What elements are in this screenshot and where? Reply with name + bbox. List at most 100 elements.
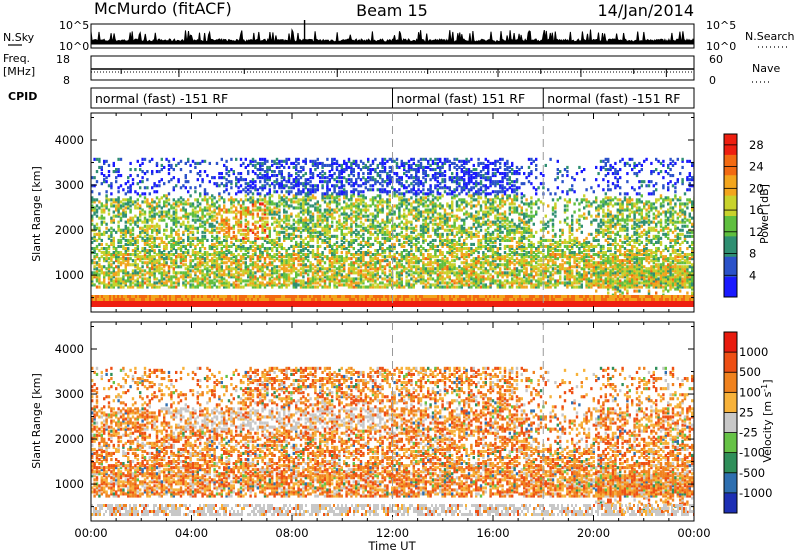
heat-cell [312, 263, 314, 266]
heat-cell [425, 249, 427, 252]
heat-cell [209, 223, 211, 226]
heat-cell [168, 265, 170, 268]
heat-cell [309, 196, 311, 199]
heat-cell [197, 227, 199, 230]
heat-cell [230, 283, 232, 286]
heat-cell [432, 194, 434, 197]
heat-cell [393, 265, 395, 268]
heat-cell [357, 172, 359, 175]
heat-cell [113, 162, 115, 165]
heat-cell [139, 281, 141, 284]
heat-cell [266, 263, 268, 266]
heat-cell [153, 281, 155, 284]
heat-cell [326, 286, 328, 289]
heat-cell [305, 158, 307, 161]
heat-cell [293, 227, 295, 230]
heat-cell [194, 219, 196, 222]
heat-cell [355, 251, 357, 254]
heat-cell [281, 180, 283, 183]
cpid-segment-label: normal (fast) -151 RF [547, 91, 680, 106]
heat-cell [321, 227, 323, 230]
heat-cell [199, 192, 201, 195]
heat-cell [204, 227, 206, 230]
heat-cell [146, 178, 148, 181]
heat-cell [237, 219, 239, 222]
heat-cell [144, 186, 146, 189]
heat-cell [151, 198, 153, 201]
heat-cell [259, 206, 261, 209]
heat-cell [384, 231, 386, 234]
heat-cell [197, 178, 199, 181]
heat-cell [283, 194, 285, 197]
heat-cell [449, 160, 451, 163]
heat-cell [194, 237, 196, 240]
heat-cell [194, 286, 196, 289]
heat-cell [230, 261, 232, 264]
heat-cell [177, 265, 179, 268]
heat-cell [389, 194, 391, 197]
heat-cell [132, 182, 134, 185]
heat-cell [156, 253, 158, 256]
heat-cell [288, 158, 290, 161]
heat-cell [213, 209, 215, 212]
heat-cell [319, 231, 321, 234]
heat-cell [127, 227, 129, 230]
heat-cell [141, 273, 143, 276]
heat-cell [312, 160, 314, 163]
heat-cell [336, 281, 338, 284]
heat-cell [266, 182, 268, 185]
heat-cell [153, 225, 155, 228]
heat-cell [117, 158, 119, 161]
heat-cell [153, 255, 155, 258]
heat-cell [413, 200, 415, 203]
heat-cell [237, 229, 239, 232]
heat-cell [194, 206, 196, 209]
heat-cell [374, 286, 376, 289]
heat-cell [333, 243, 335, 246]
heat-cell [384, 283, 386, 286]
heat-cell [105, 227, 107, 230]
heat-cell [189, 237, 191, 240]
heat-cell [254, 225, 256, 228]
heat-cell [228, 257, 230, 260]
heat-cell [149, 219, 151, 222]
heat-cell [223, 198, 225, 201]
heat-cell [432, 277, 434, 280]
heat-cell [221, 265, 223, 268]
heat-cell [158, 225, 160, 228]
heat-cell [264, 204, 266, 207]
heat-cell [434, 184, 436, 187]
heat-cell [103, 265, 105, 268]
heat-cell [240, 273, 242, 276]
heat-cell [201, 269, 203, 272]
heat-cell [240, 286, 242, 289]
heat-cell [288, 172, 290, 175]
heat-cell [312, 286, 314, 289]
heat-cell [329, 194, 331, 197]
heat-cell [393, 204, 395, 207]
heat-cell [216, 273, 218, 276]
heat-cell [264, 209, 266, 212]
heat-cell [372, 283, 374, 286]
heat-cell [422, 286, 424, 289]
heat-cell [295, 257, 297, 260]
heat-cell [180, 200, 182, 203]
heat-cell [420, 245, 422, 248]
heat-cell [182, 271, 184, 274]
heat-cell [144, 200, 146, 203]
heat-cell [324, 255, 326, 258]
heat-cell [321, 239, 323, 242]
heat-cell [410, 196, 412, 199]
heat-cell [206, 192, 208, 195]
heat-cell [247, 221, 249, 224]
heat-cell [137, 271, 139, 274]
heat-cell [302, 174, 304, 177]
heat-cell [458, 286, 460, 289]
heat-cell [141, 221, 143, 224]
heat-cell [269, 184, 271, 187]
heat-cell [197, 219, 199, 222]
heat-cell [307, 223, 309, 226]
heat-cell [209, 269, 211, 272]
heat-cell [413, 253, 415, 256]
heat-cell [108, 184, 110, 187]
